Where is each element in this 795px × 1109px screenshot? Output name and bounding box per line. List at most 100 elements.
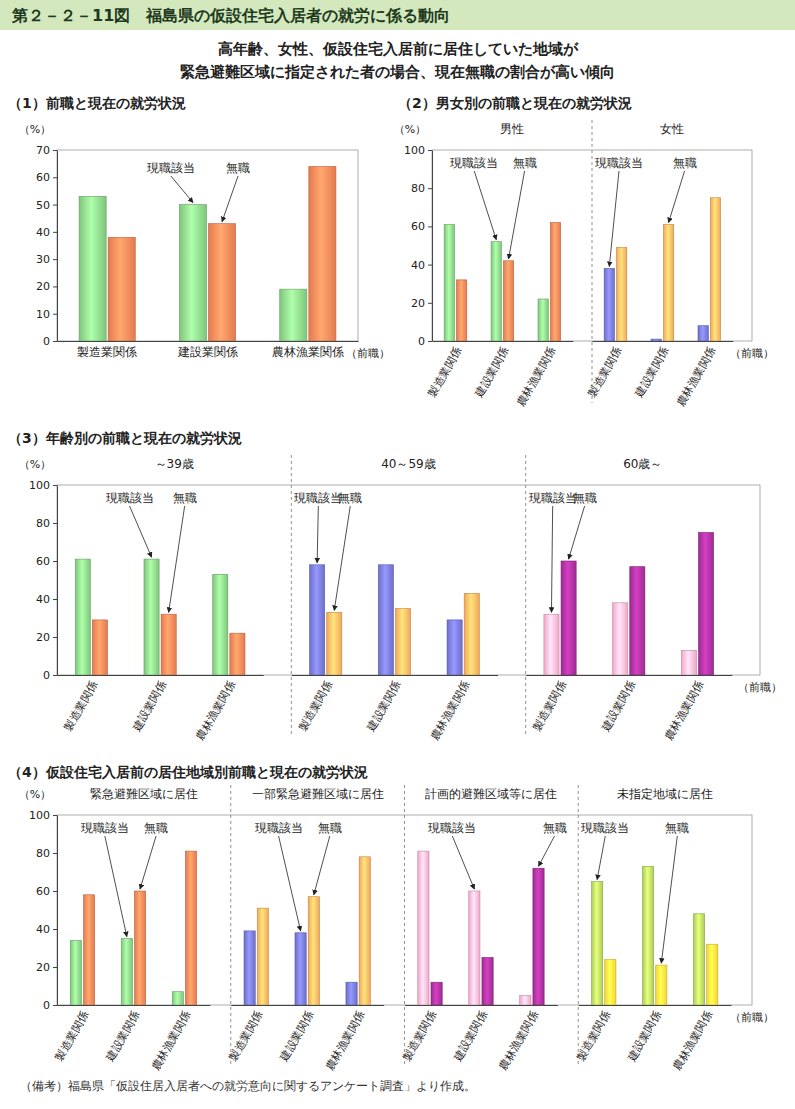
x-tick: 建設業関係 xyxy=(632,341,671,400)
x-tick-label: 建設業関係 xyxy=(130,679,169,734)
group-label: 40～59歳 xyxy=(381,457,436,471)
y-axis-title: （%） xyxy=(19,788,51,801)
annotation-arrow xyxy=(279,836,301,931)
group-label: 一部緊急避難区域に居住 xyxy=(252,787,384,801)
y-tick: 20 xyxy=(36,280,57,293)
y-tick: 60 xyxy=(36,555,57,568)
x-axis: 製造業関係建設業関係農林漁業関係 xyxy=(586,341,734,409)
annotation-arrow xyxy=(609,171,619,266)
y-tick: 0 xyxy=(43,999,57,1012)
bar xyxy=(83,895,94,1005)
y-axis: 020406080100 xyxy=(404,144,433,348)
y-tick: 0 xyxy=(43,335,57,348)
x-axis-title: （前職） xyxy=(730,347,774,360)
y-tick-mark xyxy=(53,599,57,600)
y-tick: 40 xyxy=(36,923,57,936)
bar xyxy=(656,965,667,1005)
y-tick-mark xyxy=(428,226,432,227)
y-tick-label: 0 xyxy=(43,669,50,682)
annotation-arrow xyxy=(334,506,350,610)
x-axis-line xyxy=(526,675,732,676)
y-tick-label: 40 xyxy=(411,259,425,272)
bar xyxy=(418,851,429,1005)
plot-frame xyxy=(57,485,760,675)
y-tick-mark xyxy=(53,341,57,342)
y-tick-label: 60 xyxy=(36,885,50,898)
note: （備考）福島県「仮設住居入居者への就労意向に関するアンケート調査」より作成。 xyxy=(20,1079,476,1093)
x-tick: 製造業関係 xyxy=(574,1005,613,1063)
bar xyxy=(605,959,616,1005)
bar xyxy=(295,933,306,1005)
group-divider xyxy=(291,455,292,737)
bars xyxy=(75,533,713,676)
group-label: 60歳～ xyxy=(623,457,662,471)
x-tick-label: 製造業関係 xyxy=(77,345,137,359)
group-divider xyxy=(592,120,593,403)
panel-title: （3）年齢別の前職と現在の就労状況 xyxy=(8,430,242,446)
bar xyxy=(185,851,196,1005)
bar xyxy=(693,914,704,1005)
y-tick-mark xyxy=(428,303,432,304)
bar xyxy=(491,242,501,341)
annotation-label: 無職 xyxy=(318,821,342,835)
annotation-arrow xyxy=(551,506,552,612)
x-tick: 建設業関係 xyxy=(624,1005,663,1064)
bar xyxy=(257,908,268,1005)
bar xyxy=(613,603,628,675)
bar xyxy=(604,268,614,341)
group-divider xyxy=(404,785,405,1067)
x-tick-label: 農林漁業関係 xyxy=(514,345,558,409)
y-tick-label: 30 xyxy=(36,253,50,266)
annotation-arrow xyxy=(669,171,685,222)
y-tick: 20 xyxy=(411,297,432,310)
x-tick-label: 建設業関係 xyxy=(451,1009,490,1064)
bar xyxy=(209,224,236,341)
y-tick-mark xyxy=(53,259,57,260)
x-tick-label: 農林漁業関係 xyxy=(149,1009,193,1073)
annotation-label: 無職 xyxy=(665,821,689,835)
x-tick-label: 農林漁業関係 xyxy=(323,1009,367,1073)
x-axis: 製造業関係建設業関係農林漁業関係 xyxy=(53,1005,211,1073)
y-axis: 010203040506070 xyxy=(36,144,58,348)
y-tick-label: 80 xyxy=(36,847,50,860)
y-tick-label: 20 xyxy=(36,631,50,644)
bar xyxy=(482,958,493,1006)
bar xyxy=(79,196,106,341)
y-tick: 60 xyxy=(411,220,432,233)
x-axis-title: （前職） xyxy=(346,347,390,360)
x-tick: 製造業関係 xyxy=(586,341,625,399)
x-tick-label: 製造業関係 xyxy=(426,345,465,399)
annotation-label: 現職該当 xyxy=(106,491,154,505)
y-tick-mark xyxy=(53,561,57,562)
y-axis-line xyxy=(57,486,58,676)
bar xyxy=(230,633,245,675)
group-divider xyxy=(230,785,231,1067)
y-tick: 60 xyxy=(36,171,57,184)
bar xyxy=(108,237,135,341)
y-tick-label: 20 xyxy=(411,297,425,310)
bar xyxy=(616,247,626,341)
group-label: ～39歳 xyxy=(155,457,194,471)
x-axis-title: （前職） xyxy=(738,681,782,694)
bar xyxy=(308,897,319,1005)
bar xyxy=(346,982,357,1005)
x-axis: 製造業関係建設業関係農林漁業関係 xyxy=(226,1005,384,1073)
x-tick-label: 建設業関係 xyxy=(472,345,511,400)
bar xyxy=(503,261,513,341)
bar xyxy=(327,612,342,675)
y-tick-label: 40 xyxy=(36,923,50,936)
y-tick: 80 xyxy=(36,847,57,860)
y-tick-mark xyxy=(53,675,57,676)
y-tick-mark xyxy=(53,637,57,638)
x-tick: 製造業関係 xyxy=(53,1005,92,1063)
y-tick-mark xyxy=(53,205,57,206)
annotation-label: 無職 xyxy=(573,491,597,505)
y-tick-label: 0 xyxy=(43,999,50,1012)
bars xyxy=(79,166,336,341)
annotation-label: 無職 xyxy=(338,491,362,505)
y-tick-label: 70 xyxy=(36,144,50,157)
y-tick-mark xyxy=(428,188,432,189)
y-tick: 40 xyxy=(411,259,432,272)
y-tick: 100 xyxy=(404,144,432,157)
x-tick-label: 建設業関係 xyxy=(624,1009,663,1064)
